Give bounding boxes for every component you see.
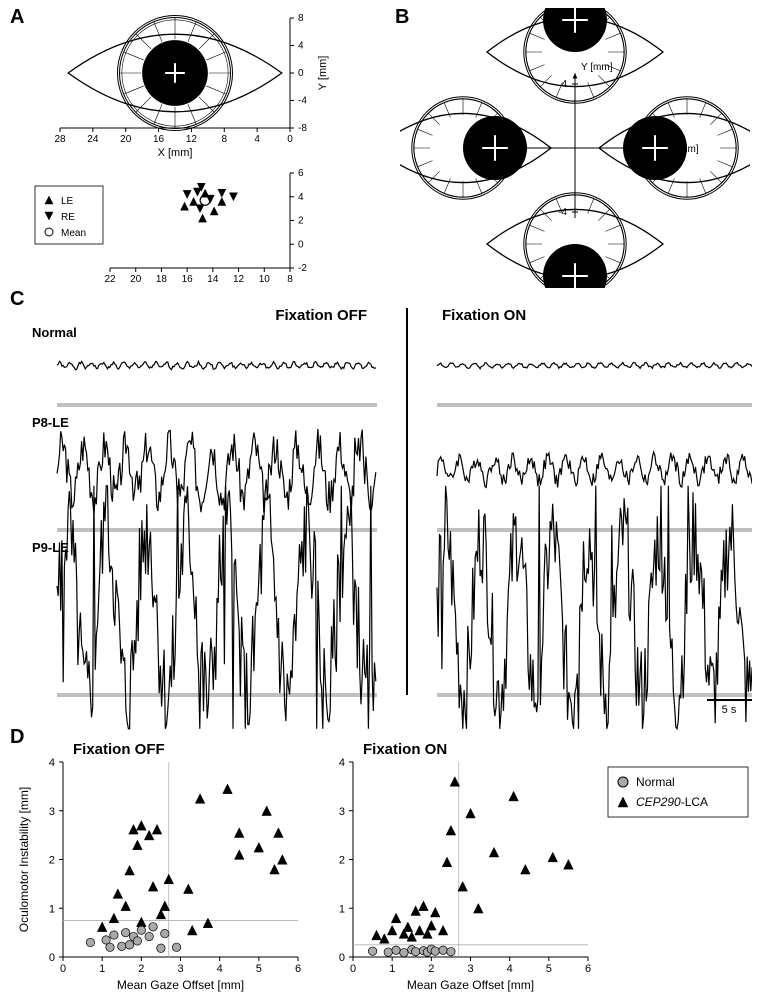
panel-D-svg: 0 1 2 3 4 5 6 0 1 2 3 4 Mean Gaze Offset [mm] Fixatio… <box>8 732 758 992</box>
svg-text:16: 16 <box>182 274 194 285</box>
svg-text:24: 24 <box>87 134 99 145</box>
svg-text:X [mm]: X [mm] <box>183 287 218 288</box>
svg-text:2: 2 <box>49 855 55 867</box>
svg-text:4: 4 <box>217 963 223 975</box>
svg-text:0: 0 <box>60 963 66 975</box>
svg-text:1: 1 <box>339 903 345 915</box>
svg-text:0: 0 <box>287 134 293 145</box>
svg-text:3: 3 <box>339 806 345 818</box>
svg-text:5 s: 5 s <box>722 704 737 716</box>
svg-text:20: 20 <box>120 134 132 145</box>
svg-text:16: 16 <box>153 134 165 145</box>
svg-text:Y [mm]: Y [mm] <box>581 62 613 73</box>
svg-text:3: 3 <box>467 963 473 975</box>
panel-B-svg: -4-444X [mm]Y [mm] <box>400 8 750 288</box>
svg-text:12: 12 <box>186 134 198 145</box>
svg-text:5: 5 <box>256 963 262 975</box>
svg-text:Y [mm]: Y [mm] <box>317 56 329 91</box>
svg-text:2: 2 <box>298 216 304 227</box>
svg-text:P9-LE: P9-LE <box>32 540 69 555</box>
svg-text:6: 6 <box>585 963 591 975</box>
svg-text:1: 1 <box>389 963 395 975</box>
svg-text:0: 0 <box>339 952 345 964</box>
svg-text:Fixation OFF: Fixation OFF <box>275 307 367 324</box>
svg-text:-4: -4 <box>558 207 567 218</box>
svg-text:Fixation ON: Fixation ON <box>442 307 526 324</box>
svg-text:8: 8 <box>222 134 228 145</box>
svg-text:RE: RE <box>61 212 75 223</box>
svg-text:1: 1 <box>49 903 55 915</box>
svg-text:-8: -8 <box>298 123 307 134</box>
svg-text:4: 4 <box>49 757 55 769</box>
svg-text:Fixation OFF: Fixation OFF <box>73 741 165 758</box>
svg-text:3: 3 <box>49 806 55 818</box>
svg-text:X [mm]: X [mm] <box>158 147 193 159</box>
svg-text:Mean Gaze Offset [mm]: Mean Gaze Offset [mm] <box>117 978 244 992</box>
svg-text:14: 14 <box>207 274 219 285</box>
svg-text:P8-LE: P8-LE <box>32 415 69 430</box>
svg-text:Fixation ON: Fixation ON <box>363 741 447 758</box>
svg-text:-2: -2 <box>298 263 307 274</box>
svg-text:8: 8 <box>298 13 304 24</box>
svg-text:Normal: Normal <box>636 775 675 789</box>
svg-text:LE: LE <box>61 196 74 207</box>
svg-text:6: 6 <box>295 963 301 975</box>
svg-text:18: 18 <box>156 274 168 285</box>
svg-text:5: 5 <box>546 963 552 975</box>
svg-text:4: 4 <box>298 192 304 203</box>
svg-text:4: 4 <box>561 79 567 90</box>
svg-text:4: 4 <box>254 134 260 145</box>
svg-text:Normal: Normal <box>32 325 77 340</box>
panel-label-A: A <box>10 6 24 29</box>
svg-text:12: 12 <box>233 274 245 285</box>
svg-text:3: 3 <box>177 963 183 975</box>
svg-text:8: 8 <box>287 274 293 285</box>
svg-text:22: 22 <box>104 274 116 285</box>
svg-text:Mean: Mean <box>61 228 86 239</box>
svg-text:0: 0 <box>350 963 356 975</box>
svg-text:4: 4 <box>339 757 345 769</box>
svg-text:4: 4 <box>298 41 304 52</box>
svg-text:0: 0 <box>298 239 304 250</box>
svg-text:Oculomotor Instability [mm]: Oculomotor Instability [mm] <box>17 787 31 932</box>
svg-text:-4: -4 <box>298 96 307 107</box>
svg-text:28: 28 <box>54 134 66 145</box>
panel-A-svg: 2824201612840-8-4048X [mm]Y [mm]22201816… <box>30 8 390 288</box>
svg-text:1: 1 <box>99 963 105 975</box>
svg-text:10: 10 <box>259 274 271 285</box>
svg-text:2: 2 <box>428 963 434 975</box>
svg-text:20: 20 <box>130 274 142 285</box>
svg-text:6: 6 <box>298 168 304 179</box>
svg-text:0: 0 <box>49 952 55 964</box>
svg-text:CEP290-LCA: CEP290-LCA <box>636 795 708 809</box>
svg-text:Mean Gaze Offset [mm]: Mean Gaze Offset [mm] <box>407 978 534 992</box>
panel-C-svg: Fixation OFF Fixation ON Normal P8-LE P9-LE 5… <box>12 300 752 730</box>
svg-text:0: 0 <box>298 68 304 79</box>
svg-text:2: 2 <box>138 963 144 975</box>
svg-text:2: 2 <box>339 855 345 867</box>
svg-text:4: 4 <box>507 963 513 975</box>
